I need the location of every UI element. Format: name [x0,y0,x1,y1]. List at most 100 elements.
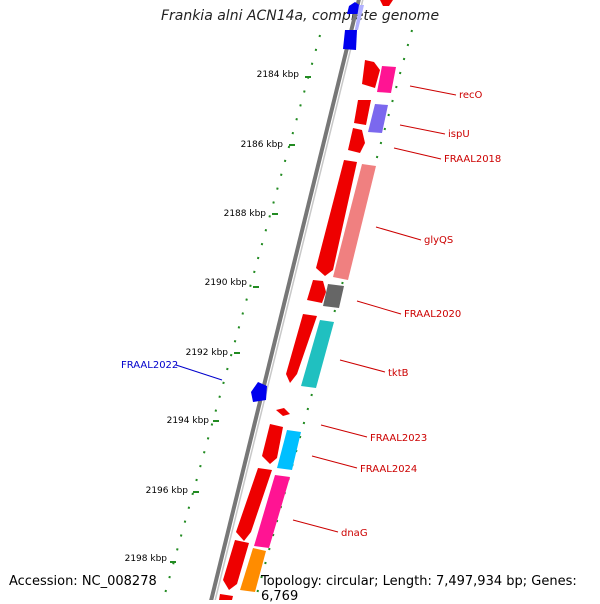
ring-dot [183,520,187,523]
ring-dot [383,127,387,131]
ring-dot [249,284,252,287]
gene-arrow-tktB-feature[interactable] [301,320,334,388]
callout-line-FRAAL2023 [320,424,368,438]
scale-label: 2190 kbp [205,278,248,288]
gene-arrow-ispU-feature[interactable] [368,104,388,133]
gene-arrow-recO-feature[interactable] [377,66,396,93]
gene-arrow-top-reverse-shadow [355,5,364,30]
ring-dot [168,575,171,579]
ring-dot [195,478,198,482]
gene-arrow-top-reverse[interactable] [343,30,357,50]
ring-dot [260,242,264,246]
ring-dot [179,534,183,537]
ring-dot [245,298,248,301]
ring-dot [191,492,194,496]
ring-dot [176,548,179,551]
genome-backbone-shadow [214,0,364,600]
gene-arrow-bottom-forward[interactable] [223,540,249,590]
ring-dot [199,464,202,468]
gene-arrow-FRAAL2020[interactable] [307,280,326,303]
ring-dot [298,435,302,439]
genome-backbone [209,0,361,600]
gene-arrow-glyQS-feature[interactable] [333,164,376,280]
gene-arrow-FRAAL2018[interactable] [348,128,365,153]
scale-label: 2188 kbp [224,209,267,219]
ring-dot [283,159,287,163]
ring-dot [333,309,336,313]
ring-dot [395,85,398,89]
ring-dot [260,575,263,579]
ring-dot [268,547,271,551]
gene-label-FRAAL2018[interactable]: FRAAL2018 [444,154,501,165]
ring-dot [226,367,229,371]
scale-ticks: 2184 kbp 2186 kbp 2188 kbp 2190 kbp 2192… [125,70,311,564]
gene-arrow-dnaG[interactable] [236,468,272,541]
scale-label: 2184 kbp [257,70,300,80]
ring-dot [410,29,413,33]
ring-dot [398,71,402,75]
gene-arrow-recO[interactable] [362,60,380,88]
callout-line-glyQS [375,226,422,241]
callout-line-recO [409,85,457,96]
ring-dot [210,423,214,426]
callout-line-ispU [399,124,446,135]
gene-label-ispU[interactable]: ispU [448,129,470,140]
ring-dot [256,256,260,260]
scale-label: 2196 kbp [146,486,189,496]
callout-line-tktB [339,359,386,373]
ring-dot [387,113,390,117]
scale-label: 2198 kbp [125,554,168,564]
gene-arrow-FRAAL2024[interactable] [262,424,283,464]
gene-label-tktB[interactable]: tktB [388,368,409,379]
gene-label-dnaG[interactable]: dnaG [341,528,368,539]
gene-label-FRAAL2020[interactable]: FRAAL2020 [404,309,461,320]
callout-lines [175,85,457,533]
gene-label-FRAAL2024[interactable]: FRAAL2024 [360,464,417,475]
scale-label: 2192 kbp [186,348,229,358]
gene-arrow-ispU[interactable] [354,100,371,125]
ring-dot [375,155,379,159]
gene-arrow-bottom-feature[interactable] [240,548,266,592]
scale-label: 2194 kbp [167,416,210,426]
callout-line-FRAAL2022 [175,364,223,381]
ring-dot [203,451,206,454]
gene-label-FRAAL2022[interactable]: FRAAL2022 [121,360,178,371]
gene-arrow-FRAAL2020-feature[interactable] [323,284,344,308]
ring-dot [287,145,291,149]
ring-dot [310,393,313,397]
ring-dot [402,57,406,61]
ring-dot [303,90,306,93]
gene-arrow-glyQS[interactable] [316,160,357,276]
gene-label-FRAAL2023[interactable]: FRAAL2023 [370,433,427,444]
ring-dot [302,421,306,425]
gene-arrow-FRAAL2022[interactable] [251,382,267,402]
ring-dot [280,173,283,176]
gene-arrow-bottom-forward-2[interactable] [219,594,233,600]
ring-dot [164,589,167,593]
gene-label-glyQS[interactable]: glyQS [424,235,453,246]
accession-text: Accession: NC_008278 [9,574,157,589]
gene-arrow-top-reverse-tip[interactable] [347,2,361,14]
gene-arrow-FRAAL2024-feature[interactable] [277,430,301,470]
gene-label-recO[interactable]: recO [459,90,483,101]
ring-dot [341,281,344,285]
map-title: Frankia alni ACN14a, complete genome [160,8,440,24]
gene-arrow-FRAAL2023[interactable] [276,408,290,416]
scale-label: 2186 kbp [241,140,284,150]
gene-arrow-top-forward[interactable] [380,0,393,6]
gene-arrow-tktB[interactable] [286,314,317,383]
ring-dot [218,395,221,398]
reverse-strand-genes [251,2,364,402]
callout-line-FRAAL2018 [393,147,442,160]
ring-dot [271,533,275,537]
ring-dot [253,270,256,274]
ring-dot [272,201,275,204]
ring-dot [276,187,279,190]
ring-dot [379,141,383,145]
ring-dot [206,437,210,440]
gene-labels: recO ispU FRAAL2018 glyQS FRAAL2020 tktB… [121,90,501,539]
outer-tick-ring [164,34,321,593]
ring-dot [299,104,302,107]
gene-arrow-dnaG-feature[interactable] [254,475,290,548]
